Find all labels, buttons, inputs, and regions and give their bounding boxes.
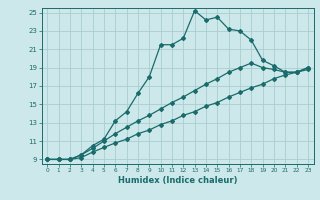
X-axis label: Humidex (Indice chaleur): Humidex (Indice chaleur)	[118, 176, 237, 185]
